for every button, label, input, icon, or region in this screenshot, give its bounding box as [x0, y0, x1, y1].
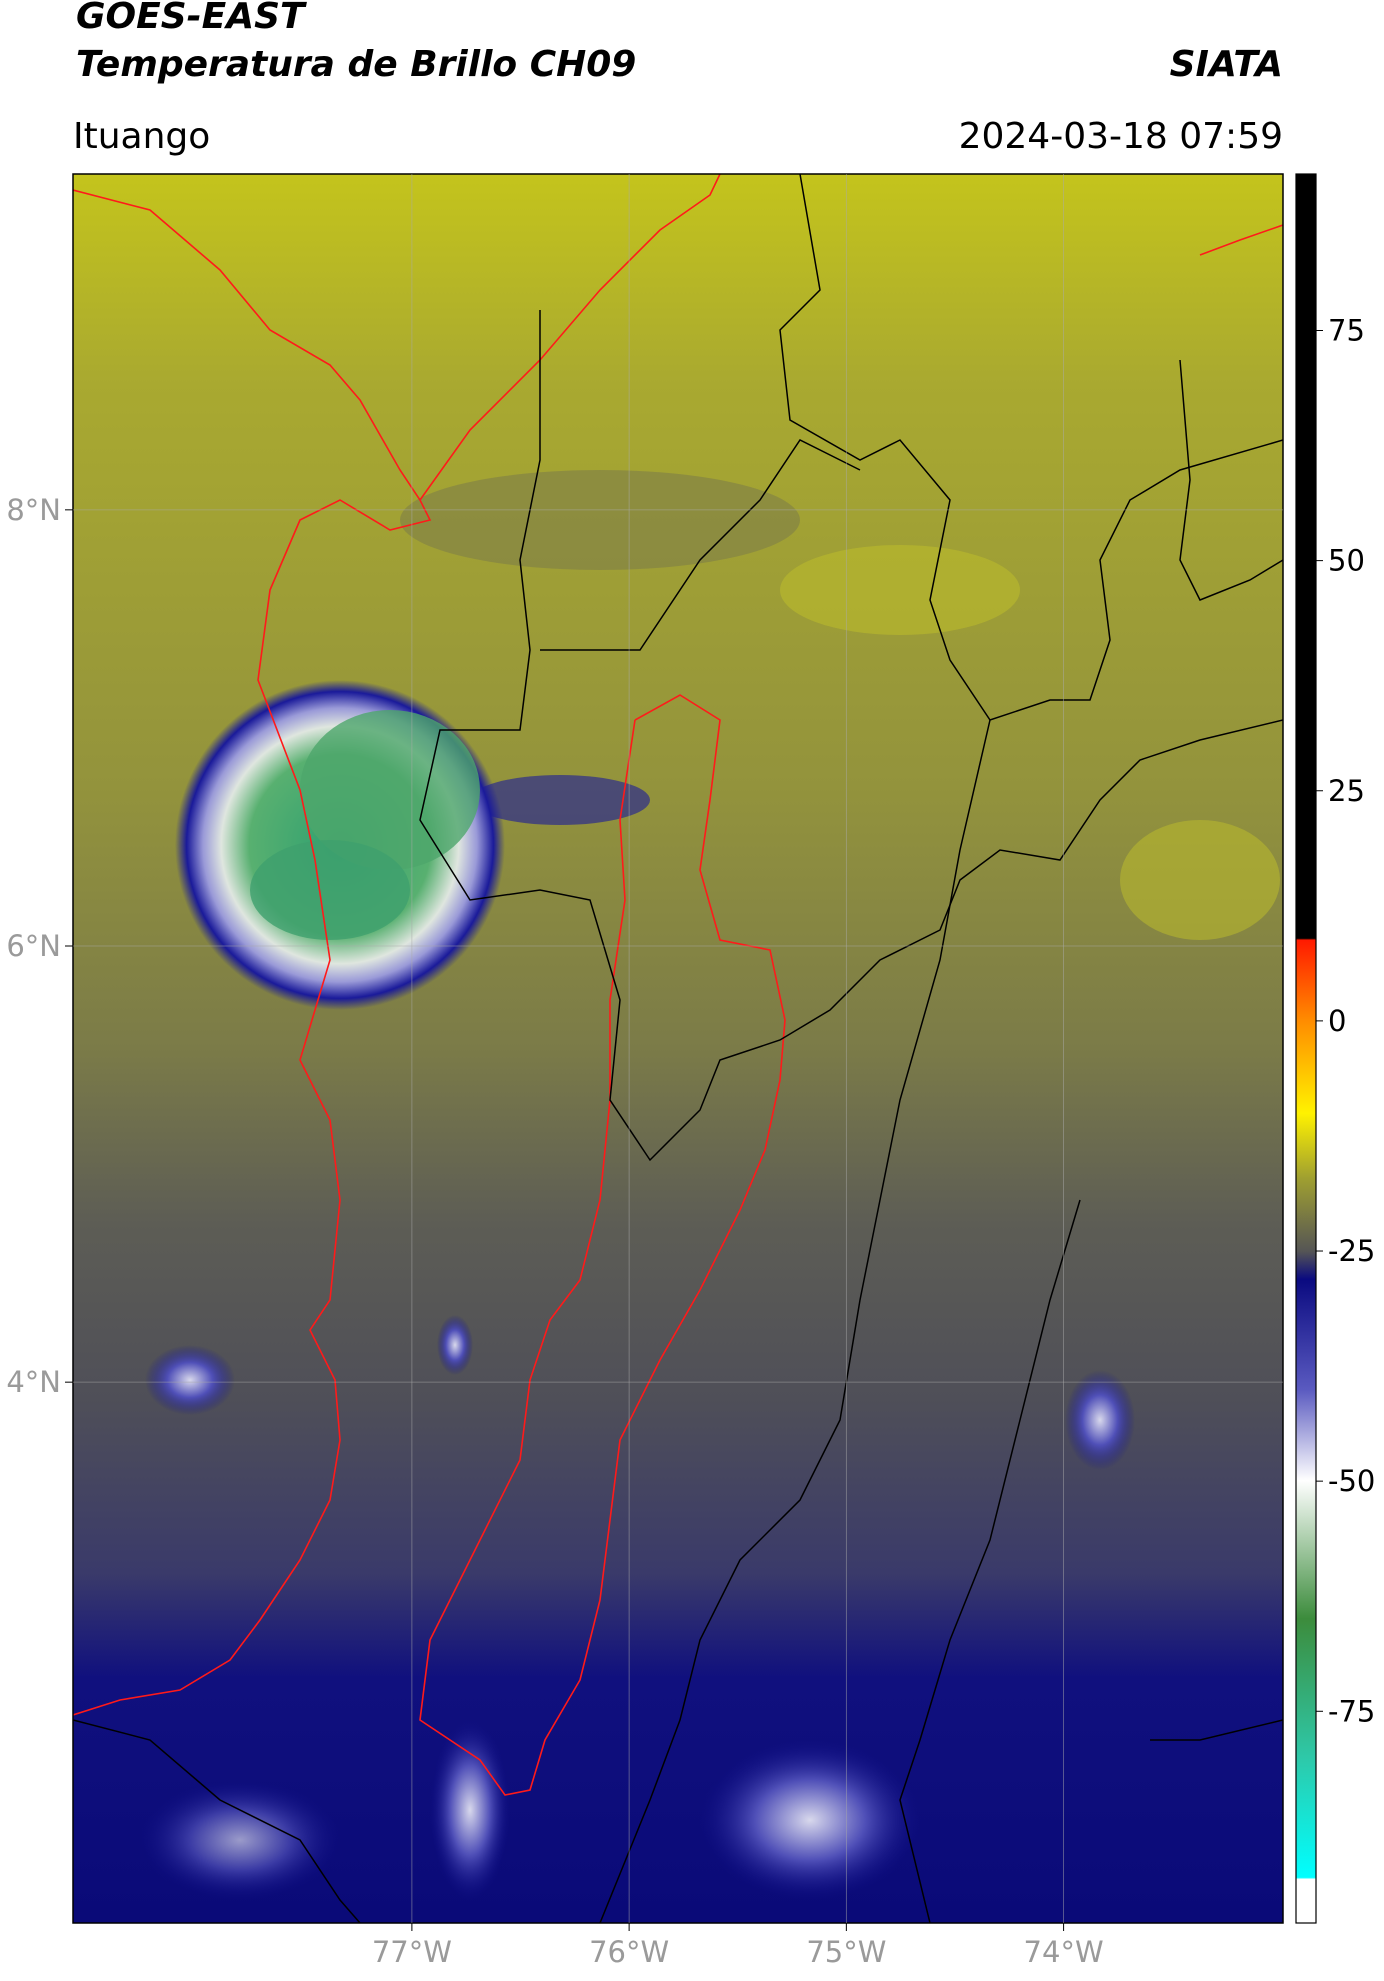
source: SIATA [1170, 44, 1283, 85]
x-tick-label: 74°W [1024, 1935, 1104, 1969]
colorbar-label: 0 [1328, 1004, 1346, 1038]
x-tick-label: 77°W [372, 1935, 452, 1969]
colorbar-label: -75 [1328, 1694, 1375, 1728]
location: Ituango [73, 116, 210, 157]
colorbar-label: 50 [1328, 544, 1365, 578]
colorbar-label: 25 [1328, 774, 1365, 808]
x-tick-label: 75°W [806, 1935, 886, 1969]
title: GOES-EAST [76, 0, 307, 37]
colorbar [1295, 173, 1317, 1924]
map-frame [72, 173, 1284, 1924]
colorbar-label: -50 [1328, 1464, 1375, 1498]
colorbar-label: -25 [1328, 1234, 1375, 1268]
map-image [73, 174, 1283, 1923]
x-tick-label: 76°W [589, 1935, 669, 1969]
y-tick-label: 4°N [6, 1365, 61, 1399]
colorbar-label: 75 [1328, 313, 1365, 347]
y-tick-label: 8°N [6, 493, 61, 527]
axes: 77°W 76°W 75°W 74°W 4°N 6°N 8°N -75 -50 -25 0 25 50 7… [6, 174, 1375, 1969]
y-tick-label: 6°N [6, 929, 61, 963]
subtitle: Temperatura de Brillo CH09 [76, 44, 636, 85]
timestamp: 2024-03-18 07:59 [959, 116, 1283, 157]
